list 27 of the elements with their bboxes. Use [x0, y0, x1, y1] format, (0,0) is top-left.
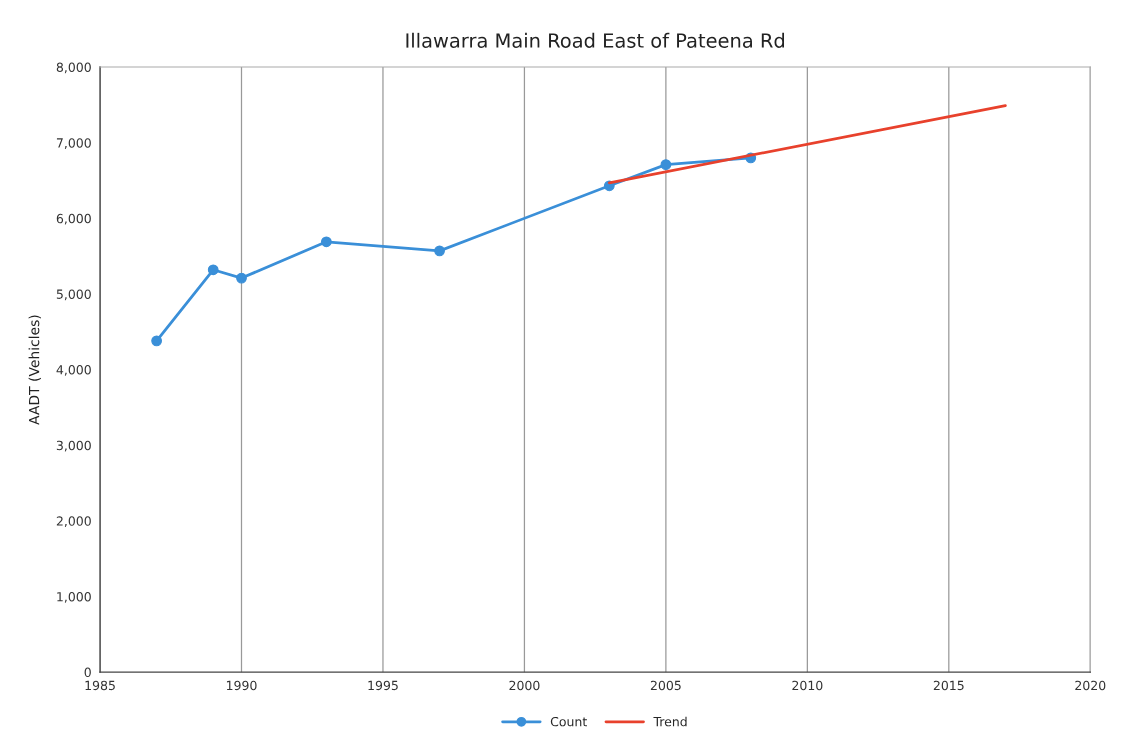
x-tick-label: 2000 [509, 680, 540, 691]
y-tick-label: 8,000 [56, 62, 91, 74]
y-tick-label: 4,000 [56, 365, 91, 376]
y-tick-label: 5,000 [56, 289, 91, 301]
y-tick-label: 0 [84, 667, 91, 678]
y-axis-title: AADT (Vehicles) [28, 315, 41, 425]
point [434, 245, 445, 257]
x-tick-label: 2015 [933, 680, 964, 691]
legend-label: Trend [653, 716, 687, 727]
x-tick-label: 2020 [1075, 680, 1106, 691]
x-tick-label: 2005 [650, 680, 681, 691]
y-tick-label: 1,000 [57, 591, 91, 603]
chart-title: Illawarra Main Road East of Pateena Rd [406, 32, 785, 48]
x-tick-label: 1985 [85, 680, 115, 691]
y-tick-label: 7,000 [56, 138, 91, 149]
point [151, 335, 162, 347]
point [321, 236, 332, 248]
point [236, 272, 247, 284]
x-tick-label: 1995 [368, 680, 398, 691]
point [207, 264, 219, 276]
y-tick-label: 2,000 [56, 516, 91, 528]
point [660, 159, 672, 171]
legend-label: Count [550, 716, 587, 727]
y-tick-label: 6,000 [56, 213, 91, 225]
x-tick-label: 1990 [226, 680, 257, 691]
y-tick-label: 3,000 [56, 440, 91, 452]
x-tick-label: 2010 [792, 680, 823, 691]
